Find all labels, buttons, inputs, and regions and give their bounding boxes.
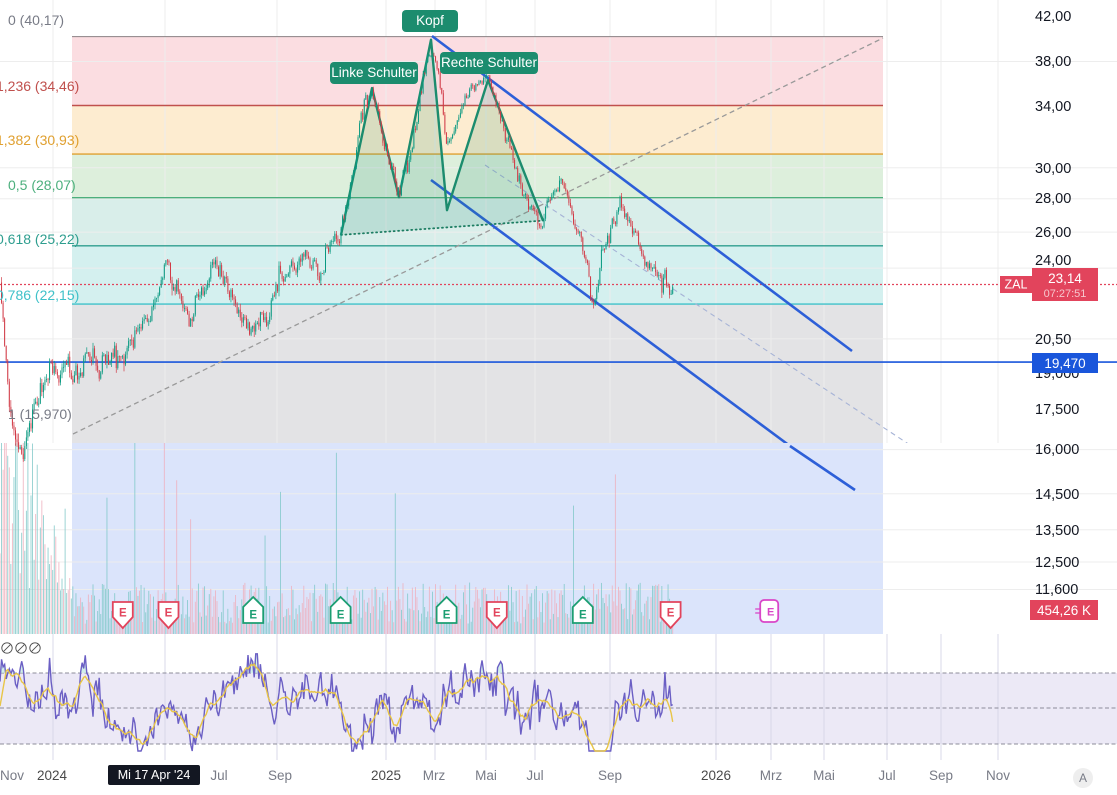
- svg-text:Kopf: Kopf: [416, 13, 444, 28]
- svg-text:ZAL: ZAL: [1005, 278, 1028, 292]
- svg-text:0 (40,17): 0 (40,17): [8, 12, 64, 28]
- svg-text:Nov: Nov: [0, 768, 24, 783]
- svg-text:454,26 K: 454,26 K: [1037, 603, 1091, 618]
- svg-text:16,000: 16,000: [1035, 442, 1079, 458]
- svg-text:Jul: Jul: [878, 768, 895, 783]
- svg-text:Mrz: Mrz: [760, 768, 783, 783]
- svg-text:Nov: Nov: [986, 768, 1010, 783]
- svg-text:1,382 (30,93): 1,382 (30,93): [0, 132, 79, 148]
- svg-text:0,618 (25,22): 0,618 (25,22): [0, 231, 79, 247]
- svg-text:Jul: Jul: [526, 768, 543, 783]
- svg-text:Mi 17 Apr '24: Mi 17 Apr '24: [118, 768, 191, 782]
- svg-text:13,500: 13,500: [1035, 523, 1079, 539]
- svg-text:34,00: 34,00: [1035, 99, 1071, 115]
- svg-text:0,5 (28,07): 0,5 (28,07): [8, 177, 76, 193]
- svg-text:Mai: Mai: [813, 768, 835, 783]
- svg-text:A: A: [1079, 771, 1087, 785]
- svg-text:19,470: 19,470: [1044, 356, 1085, 371]
- svg-text:17,500: 17,500: [1035, 402, 1079, 418]
- svg-text:23,14: 23,14: [1048, 271, 1082, 286]
- svg-text:Sep: Sep: [268, 768, 292, 783]
- svg-text:Linke Schulter: Linke Schulter: [331, 65, 417, 80]
- svg-text:1,236 (34,46): 1,236 (34,46): [0, 78, 79, 94]
- svg-text:Rechte Schulter: Rechte Schulter: [441, 55, 538, 70]
- svg-text:Jul: Jul: [210, 768, 227, 783]
- svg-text:Sep: Sep: [929, 768, 953, 783]
- svg-text:2024: 2024: [37, 768, 68, 783]
- svg-text:26,00: 26,00: [1035, 225, 1071, 241]
- svg-text:20,50: 20,50: [1035, 332, 1071, 348]
- svg-text:Mai: Mai: [475, 768, 497, 783]
- svg-text:Sep: Sep: [598, 768, 622, 783]
- svg-text:11,600: 11,600: [1035, 582, 1078, 598]
- svg-text:12,500: 12,500: [1035, 555, 1079, 571]
- svg-text:42,00: 42,00: [1035, 9, 1071, 25]
- svg-text:Mrz: Mrz: [423, 768, 446, 783]
- svg-text:2026: 2026: [701, 768, 731, 783]
- svg-text:0,786 (22,15): 0,786 (22,15): [0, 287, 79, 303]
- svg-text:1 (15,970): 1 (15,970): [8, 406, 72, 422]
- svg-text:24,00: 24,00: [1035, 253, 1071, 269]
- svg-text:14,500: 14,500: [1035, 487, 1079, 503]
- svg-text:30,00: 30,00: [1035, 161, 1071, 177]
- svg-text:28,00: 28,00: [1035, 191, 1071, 207]
- svg-text:2025: 2025: [371, 768, 401, 783]
- svg-text:38,00: 38,00: [1035, 54, 1071, 70]
- svg-text:07:27:51: 07:27:51: [1044, 288, 1087, 300]
